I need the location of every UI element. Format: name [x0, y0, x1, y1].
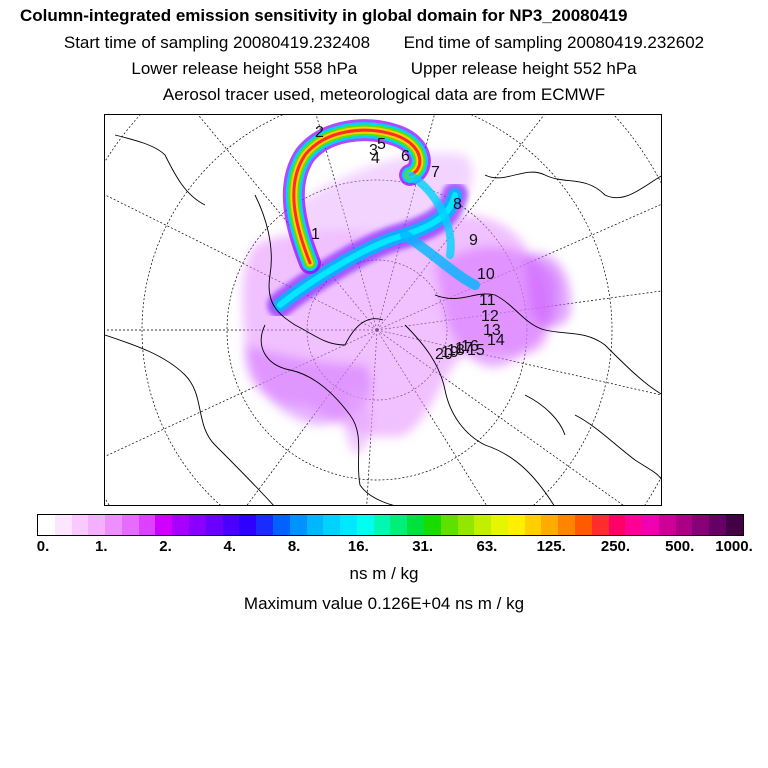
- upper-release-label: Upper release height 552 hPa: [410, 59, 637, 78]
- colorbar-segment: [491, 515, 508, 535]
- colorbar-segment: [373, 515, 391, 535]
- trajectory-marker: 8: [453, 196, 462, 213]
- colorbar-tick-label: 4.: [223, 538, 237, 555]
- colorbar-segment: [356, 515, 374, 535]
- sensitivity-map: 2 3 4 5 6 7 8 9 10 11 12 13 14 15 16 17 18 19 20 1: [104, 114, 662, 506]
- colorbar-unit: ns m / kg: [349, 564, 419, 583]
- colorbar-tick-label: 16.: [347, 538, 369, 555]
- colorbar-segment: [38, 515, 55, 535]
- colorbar-segment: [189, 515, 206, 535]
- colorbar-segment: [205, 515, 223, 535]
- colorbar-segment: [675, 515, 693, 535]
- colorbar-segment: [222, 515, 240, 535]
- colorbar-segment: [272, 515, 290, 535]
- trajectory-marker: 1: [311, 226, 320, 243]
- colorbar-segment: [507, 515, 525, 535]
- trajectory-marker: 7: [431, 164, 440, 181]
- colorbar-segment: [323, 515, 341, 535]
- colorbar-segment: [423, 515, 441, 535]
- colorbar-segment: [54, 515, 72, 535]
- colorbar-segment: [121, 515, 139, 535]
- colorbar-segment: [390, 515, 408, 535]
- colorbar-tick-label: 250.: [600, 538, 631, 555]
- trajectory-marker: 10: [477, 266, 495, 283]
- colorbar-tick-label: 1.: [95, 538, 108, 555]
- colorbar-tick-label: 8.: [287, 538, 301, 555]
- colorbar-segment: [172, 515, 190, 535]
- colorbar-segment: [71, 515, 89, 535]
- trajectory-marker: 17: [455, 340, 473, 357]
- trajectory-marker: 13: [483, 322, 501, 339]
- trajectory-marker: 4: [371, 150, 380, 167]
- trajectory-marker: 2: [315, 124, 324, 141]
- colorbar-segment: [407, 515, 424, 535]
- colorbar-segment: [440, 515, 458, 535]
- trajectory-marker: 6: [401, 148, 410, 165]
- colorbar-segment: [726, 515, 743, 535]
- trajectory-marker: 18: [447, 342, 465, 359]
- plume-arc: [282, 119, 455, 274]
- colorbar-segment: [709, 515, 727, 535]
- colorbar-segment: [642, 515, 659, 535]
- colorbar-segment: [289, 515, 307, 535]
- trajectory-marker: 3: [369, 142, 378, 159]
- colorbar-tick-label: 125.: [536, 538, 566, 555]
- colorbar-tick-label: 500.: [665, 538, 695, 555]
- sampling-times: Start time of sampling 20080419.232408 E…: [0, 33, 768, 53]
- coastlines: [105, 134, 661, 505]
- colorbar: [37, 514, 744, 536]
- colorbar-segment: [256, 515, 273, 535]
- trajectory-marker: 16: [461, 338, 479, 355]
- colorbar-segment: [306, 515, 324, 535]
- colorbar-tick-label: 31.: [412, 538, 434, 555]
- colorbar-segment: [239, 515, 257, 535]
- colorbar-segment: [457, 515, 475, 535]
- trajectory-marker: 11: [479, 292, 496, 309]
- colorbar-segment: [474, 515, 492, 535]
- colorbar-segment: [541, 515, 559, 535]
- colorbar-tick-label: 1000.: [715, 538, 753, 555]
- release-heights: Lower release height 558 hPa Upper relea…: [0, 59, 768, 79]
- source-note: Aerosol tracer used, meteorological data…: [162, 85, 606, 104]
- colorbar-segment: [340, 515, 357, 535]
- colorbar-segment: [524, 515, 542, 535]
- colorbar-segment: [658, 515, 676, 535]
- colorbar-segment: [625, 515, 643, 535]
- trajectory-marker: 19: [441, 344, 459, 361]
- colorbar-segment: [155, 515, 173, 535]
- colorbar-tick-label: 0.: [36, 538, 50, 555]
- colorbar-tick-label: 2.: [159, 538, 172, 555]
- colorbar-segment: [608, 515, 626, 535]
- colorbar-segment: [692, 515, 710, 535]
- trajectory-marker: 20: [435, 346, 453, 363]
- end-time-label: End time of sampling 20080419.232602: [403, 33, 705, 52]
- max-value-label: Maximum value 0.126E+04 ns m / kg: [243, 594, 525, 613]
- trajectory-marker: 5: [377, 136, 386, 153]
- colorbar-segment: [591, 515, 609, 535]
- start-time-label: Start time of sampling 20080419.232408: [63, 33, 371, 52]
- trajectory-marker: 14: [487, 332, 505, 349]
- trajectory-marker: 15: [467, 342, 485, 359]
- colorbar-segment: [558, 515, 575, 535]
- colorbar-segment: [88, 515, 106, 535]
- colorbar-segment: [138, 515, 156, 535]
- figure-title: Column-integrated emission sensitivity i…: [20, 6, 628, 25]
- lower-release-label: Lower release height 558 hPa: [131, 59, 358, 78]
- trajectory-marker: 12: [481, 308, 499, 325]
- trajectory-marker: 9: [469, 232, 478, 249]
- colorbar-segment: [105, 515, 122, 535]
- colorbar-tick-label: 63.: [476, 538, 498, 555]
- colorbar-segment: [575, 515, 592, 535]
- colorbar-ticks: 0. 1. 2. 4. 8. 16. 31. 63. 125. 250. 500. 1000.: [0, 538, 768, 558]
